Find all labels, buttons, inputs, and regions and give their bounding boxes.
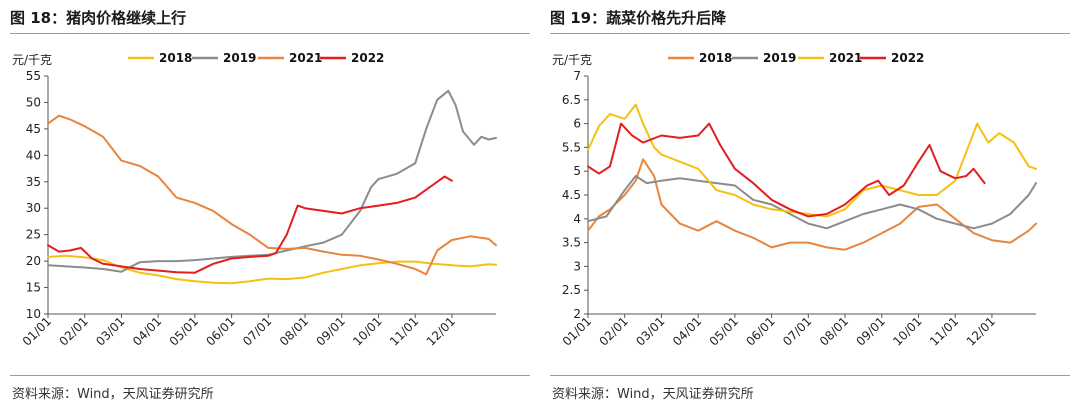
x-tick-label: 02/01 [56,314,90,348]
y-tick-label: 15 [26,281,41,295]
figure-title: 图 18：猪肉价格继续上行 [10,9,187,27]
source-rule [550,375,1070,376]
y-tick-label: 6 [573,117,581,131]
x-tick-label: 08/01 [817,314,851,348]
x-tick-label: 07/01 [780,314,814,348]
y-tick-label: 55 [26,69,41,83]
x-tick-label: 09/01 [314,314,348,348]
x-tick-label: 08/01 [277,314,311,348]
legend-label-2019: 2019 [763,51,796,65]
legend-label-2021: 2021 [289,51,322,65]
y-tick-label: 30 [26,201,41,215]
x-tick-label: 09/01 [854,314,888,348]
x-tick-label: 10/01 [890,314,924,348]
x-tick-label: 04/01 [670,314,704,348]
legend-label-2022: 2022 [351,51,384,65]
pork-price-chart: 元/千克 2018 2019 2021 2022 10 15 20 25 30 35 40 45 50 55… [12,51,497,349]
x-tick-label: 03/01 [633,314,667,348]
series-line-2019 [47,89,497,273]
y-tick-label: 4 [573,212,581,226]
y-tick-label: 2 [573,307,581,321]
x-tick-label: 05/01 [707,314,741,348]
x-tick-label: 03/01 [93,314,127,348]
y-axis-unit-label: 元/千克 [12,53,52,67]
legend-label-2018: 2018 [699,51,732,65]
x-tick-label: 05/01 [167,314,201,348]
figure-title: 图 19：蔬菜价格先升后降 [550,9,727,27]
figure-panel-vegetable: 图 19：蔬菜价格先升后降 元/千克 2018 2019 2021 2022 2 2.5 3 3… [550,0,1080,420]
x-tick-label: 06/01 [203,314,237,348]
y-tick-label: 25 [26,228,41,242]
y-tick-label: 3.5 [562,236,581,250]
x-tick-label: 12/01 [964,314,998,348]
y-tick-label: 40 [26,148,41,162]
source-rule [10,375,530,376]
title-rule [550,33,1070,34]
vegetable-price-chart: 元/千克 2018 2019 2021 2022 2 2.5 3 3.5 4 4.5 5 5.5 6 6.5… [552,51,1037,349]
y-tick-label: 6.5 [562,93,581,107]
x-tick-label: 11/01 [387,314,421,348]
series-line-2018 [587,158,1037,251]
y-tick-label: 50 [26,95,41,109]
title-rule [10,33,530,34]
y-tick-label: 35 [26,175,41,189]
legend-label-2022: 2022 [891,51,924,65]
series-line-2022 [47,175,453,274]
series-line-2019 [587,175,1037,230]
y-tick-label: 2.5 [562,283,581,297]
legend-label-2021: 2021 [829,51,862,65]
y-tick-label: 45 [26,122,41,136]
figure-panel-pork: 图 18：猪肉价格继续上行 元/千克 2018 2019 2021 2022 10 15 20… [10,0,540,420]
y-tick-label: 5 [573,164,581,178]
x-tick-label: 02/01 [596,314,630,348]
x-tick-label: 12/01 [424,314,458,348]
x-tick-label: 10/01 [350,314,384,348]
legend-label-2018: 2018 [159,51,192,65]
x-tick-label: 04/01 [130,314,164,348]
series-line-2021 [47,114,497,276]
source-note: 资料来源：Wind，天风证券研究所 [552,387,754,402]
series-line-2022 [587,122,986,218]
x-tick-label: 06/01 [743,314,777,348]
y-tick-label: 4.5 [562,188,581,202]
y-tick-label: 20 [26,254,41,268]
legend-label-2019: 2019 [223,51,256,65]
x-tick-label: 07/01 [240,314,274,348]
x-tick-label: 11/01 [927,314,961,348]
source-note: 资料来源：Wind，天风证券研究所 [12,387,214,402]
y-tick-label: 7 [573,69,581,83]
series-line-2021 [587,103,1037,218]
y-tick-label: 3 [573,259,581,273]
y-tick-label: 5.5 [562,140,581,154]
y-axis-unit-label: 元/千克 [552,53,592,67]
y-tick-label: 10 [26,307,41,321]
